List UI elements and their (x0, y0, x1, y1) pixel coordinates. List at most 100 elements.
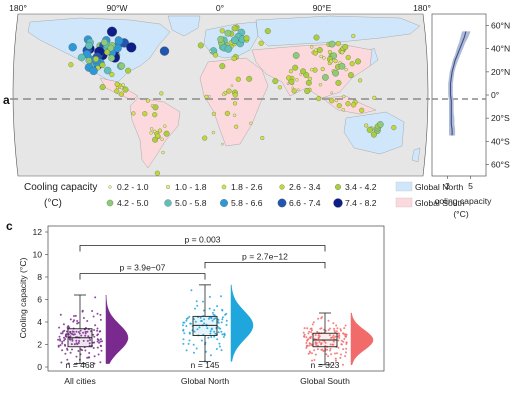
jitter-point (313, 349, 316, 352)
jitter-point (216, 305, 219, 308)
half-violin (350, 312, 374, 366)
jitter-point (78, 340, 81, 342)
city-marker (288, 69, 293, 74)
jitter-point (183, 321, 186, 324)
jitter-point (221, 316, 224, 319)
jitter-point (57, 344, 60, 347)
city-marker (159, 91, 164, 96)
profile-y-tick-label: 40°N (491, 44, 510, 54)
city-marker (286, 82, 290, 86)
world-map (10, 13, 430, 177)
legend-swatch (279, 184, 285, 190)
lon-tick-label: 0° (216, 3, 224, 13)
jitter-point (75, 355, 78, 358)
jitter-point (203, 322, 206, 325)
city-marker (145, 98, 150, 103)
city-marker (197, 42, 204, 49)
jitter-point (323, 340, 326, 343)
legend-label: 7.4 - 8.2 (345, 198, 377, 208)
city-marker (149, 127, 154, 131)
jitter-point (329, 349, 331, 352)
jitter-point (89, 339, 91, 341)
city-marker (232, 101, 238, 106)
jitter-point (303, 333, 306, 336)
jitter-point (72, 333, 75, 336)
half-violin (105, 294, 129, 364)
city-marker (316, 47, 323, 53)
city-marker (85, 57, 93, 64)
jitter-point (57, 338, 60, 341)
jitter-point (334, 335, 337, 338)
jitter-point (58, 326, 61, 329)
jitter-point (86, 356, 89, 359)
jitter-point (302, 331, 305, 334)
profile-x-tick-label: 2 (445, 181, 450, 191)
city-marker (108, 54, 115, 62)
jitter-point (71, 348, 73, 351)
jitter-point (340, 353, 342, 356)
city-marker (114, 88, 120, 94)
jitter-point (63, 336, 65, 339)
profile-y-tick-label: 40°S (491, 136, 510, 146)
jitter-point (345, 333, 348, 336)
jitter-point (98, 341, 101, 344)
profile-y-tick-label: 60°N (491, 21, 510, 31)
city-marker (292, 52, 300, 59)
jitter-point (338, 336, 341, 339)
city-marker (391, 125, 397, 131)
jitter-point (328, 327, 331, 330)
jitter-point (307, 332, 310, 335)
jitter-point (208, 316, 211, 319)
jitter-point (223, 332, 226, 335)
jitter-point (92, 347, 95, 349)
city-marker (292, 64, 299, 71)
jitter-point (342, 348, 345, 351)
jitter-point (202, 300, 204, 303)
jitter-point (96, 340, 99, 343)
jitter-point (74, 314, 77, 317)
city-marker (258, 40, 264, 46)
jitter-point (99, 344, 102, 347)
jitter-point (84, 330, 87, 333)
legend-region-swatch (395, 181, 413, 192)
jitter-point (92, 315, 95, 318)
city-marker (68, 43, 77, 52)
jitter-point (188, 332, 191, 335)
city-marker (291, 88, 297, 94)
jitter-point (186, 317, 189, 320)
city-marker (277, 85, 282, 90)
jitter-point (73, 315, 75, 317)
panel-label-a: a (3, 93, 10, 107)
jitter-point (200, 339, 203, 342)
jitter-point (93, 341, 96, 344)
jitter-point (314, 334, 317, 336)
jitter-point (317, 317, 320, 320)
city-marker (230, 84, 234, 87)
jitter-point (324, 341, 327, 344)
jitter-point (196, 328, 199, 331)
city-marker (330, 91, 333, 95)
city-marker (104, 49, 111, 56)
city-marker (219, 28, 225, 34)
jitter-point (92, 333, 95, 336)
city-marker (235, 76, 241, 82)
jitter-point (208, 307, 211, 310)
city-marker (366, 126, 373, 133)
city-marker (327, 50, 332, 55)
jitter-point (218, 342, 221, 345)
jitter-point (200, 320, 203, 322)
city-marker (226, 88, 232, 94)
jitter-point (219, 327, 222, 330)
jitter-point (330, 353, 333, 356)
jitter-point (216, 338, 219, 341)
box-y-tick-label: 12 (32, 227, 42, 237)
jitter-point (211, 311, 214, 314)
box-y-tick-label: 4 (37, 317, 42, 327)
jitter-point (312, 321, 315, 324)
n-label: n = 468 (66, 360, 95, 370)
box-chart: 0 2 4 6 8 10 12 n = 468 All cities n = 145 Global … (32, 227, 374, 386)
box-y-tick-label: 8 (37, 272, 42, 282)
city-marker (249, 121, 253, 125)
city-marker (329, 59, 334, 64)
city-marker (122, 86, 129, 93)
